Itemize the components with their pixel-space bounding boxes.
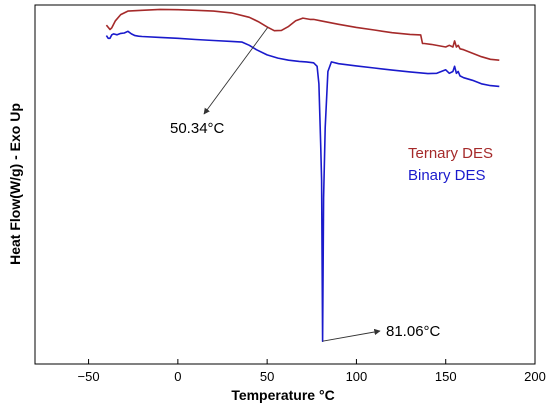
x-tick-label: 200 (524, 369, 546, 384)
annotation-group: 50.34°C 81.06°C (170, 27, 441, 342)
x-tick-label: 50 (260, 369, 274, 384)
x-tick-label: 0 (174, 369, 181, 384)
y-axis-title: Heat Flow(W/g) - Exo Up (7, 103, 23, 265)
series-line-binary-des (105, 30, 500, 343)
x-tick-label: 150 (435, 369, 457, 384)
plot-frame (34, 4, 536, 365)
annotation-label: 81.06°C (386, 323, 441, 340)
series-line-ternary-des (105, 8, 500, 61)
annotation-arrow (322, 328, 381, 342)
legend-entry-binary-des: Binary DES (408, 167, 486, 184)
x-tick-label: 100 (346, 369, 368, 384)
x-axis-ticks: −50 0 50 100 150 200 (78, 359, 546, 384)
series-group (105, 8, 500, 343)
legend: Ternary DES Binary DES (408, 145, 493, 184)
x-tick-label: −50 (78, 369, 100, 384)
x-axis-title: Temperature °C (231, 387, 334, 403)
annotation-arrow (203, 27, 269, 115)
annotation-label: 50.34°C (170, 120, 225, 137)
legend-entry-ternary-des: Ternary DES (408, 145, 493, 162)
